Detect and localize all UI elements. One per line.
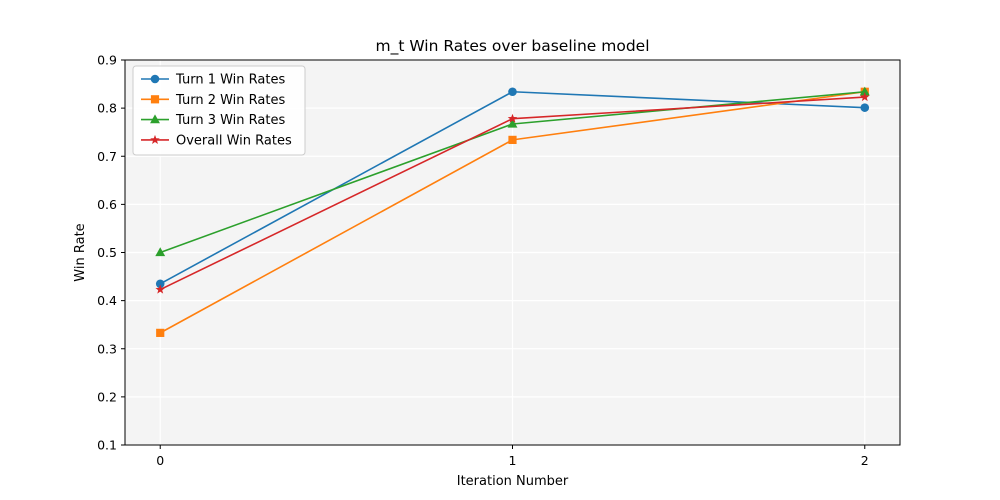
data-point [507, 118, 518, 128]
y-tick-label: 0.4 [97, 293, 117, 308]
y-tick-label: 0.7 [97, 149, 117, 164]
legend: Turn 1 Win Rates Turn 2 Win Rates Turn 3 W… [132, 65, 306, 156]
series-group [155, 92, 870, 294]
x-tick-label: 0 [156, 453, 164, 468]
data-point [155, 279, 165, 289]
y-tick-label: 0.2 [97, 389, 117, 404]
y-tick-label: 0.1 [97, 438, 117, 453]
y-tick-label: 0.9 [97, 53, 117, 68]
legend-label: Turn 3 Win Rates [175, 113, 285, 128]
legend-marker [150, 134, 160, 144]
legend-marker [150, 95, 160, 104]
legend-box [132, 65, 306, 156]
legend-marker [150, 114, 160, 124]
chart-title: m_t Win Rates over baseline model [375, 37, 649, 56]
y-tick-label: 0.5 [97, 245, 117, 260]
data-point [156, 328, 165, 337]
y-axis-ticks: 0.1 0.2 0.3 0.4 0.5 0.6 0.7 0.8 0.9 [97, 53, 125, 453]
data-point [155, 284, 165, 294]
legend-label: Turn 2 Win Rates [175, 93, 285, 108]
x-tick-label: 1 [509, 453, 517, 468]
series-group [155, 86, 870, 257]
y-tick-label: 0.6 [97, 197, 117, 212]
x-tick-label: 2 [861, 453, 869, 468]
data-point [508, 87, 517, 97]
y-tick-label: 0.3 [97, 341, 117, 356]
legend-label: Overall Win Rates [176, 133, 292, 148]
series-lines [155, 86, 870, 337]
legend-marker [150, 74, 160, 84]
data-point [155, 247, 166, 257]
y-tick-label: 0.8 [97, 101, 117, 116]
y-axis-label: Win Rate [73, 223, 88, 281]
legend-label: Turn 1 Win Rates [175, 73, 285, 88]
x-axis-label: Iteration Number [457, 474, 569, 489]
data-point [860, 92, 870, 102]
data-point [859, 86, 870, 96]
data-point [508, 135, 517, 144]
data-point [507, 113, 518, 123]
data-point [860, 103, 870, 112]
x-axis-ticks: 0 1 2 [156, 445, 869, 468]
